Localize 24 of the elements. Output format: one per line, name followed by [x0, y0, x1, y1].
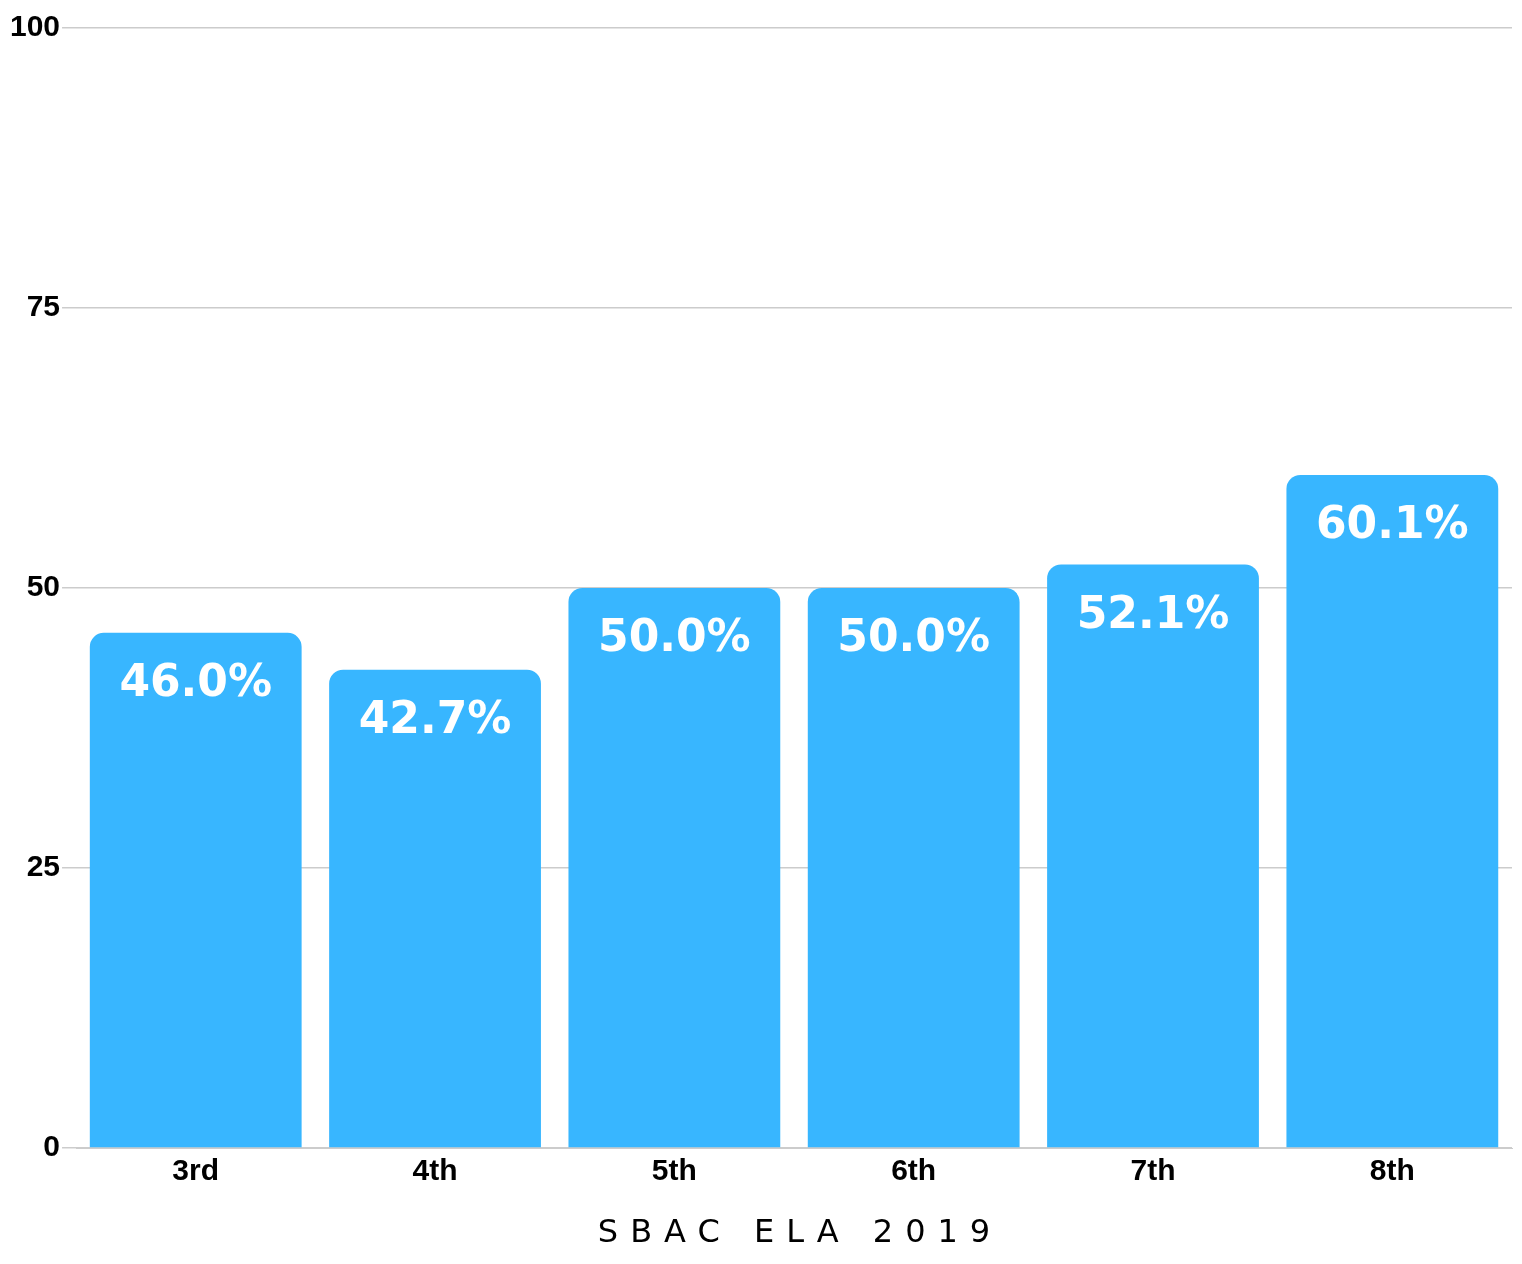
data-label: 46.0%: [119, 655, 273, 707]
data-label: 42.7%: [358, 692, 512, 744]
y-tick-label: 100: [9, 9, 61, 43]
x-tick-label: 6th: [891, 1153, 937, 1187]
bar: [568, 588, 781, 1148]
bar: [1286, 474, 1499, 1148]
data-label: 52.1%: [1076, 586, 1230, 638]
y-tick-label: 50: [26, 569, 61, 603]
bar: [1047, 564, 1259, 1148]
data-label: 60.1%: [1316, 497, 1469, 549]
x-tick-label: 7th: [1130, 1153, 1176, 1187]
y-tick-label: 75: [26, 289, 61, 323]
data-label: 50.0%: [837, 610, 991, 662]
y-tick-label: 0: [43, 1129, 61, 1163]
bar: [89, 632, 302, 1148]
bar: [807, 588, 1020, 1148]
x-tick-label: 8th: [1369, 1153, 1415, 1187]
x-tick-label: 5th: [651, 1153, 697, 1187]
data-label: 50.0%: [598, 610, 751, 662]
bar: [329, 669, 541, 1148]
x-tick-label: 3rd: [172, 1153, 220, 1187]
x-axis-title: SBAC ELA 2019: [597, 1212, 1003, 1251]
y-tick-label: 25: [26, 849, 61, 883]
x-tick-label: 4th: [412, 1153, 458, 1187]
